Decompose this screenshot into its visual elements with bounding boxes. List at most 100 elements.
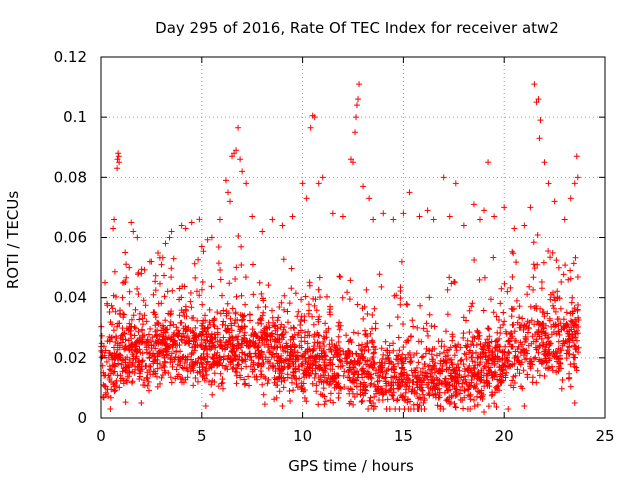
scatter-cloud (98, 216, 582, 412)
data-point (574, 174, 581, 181)
x-tick-label: 0 (96, 427, 106, 445)
data-point (115, 153, 122, 160)
data-point (354, 102, 361, 109)
y-tick-label: 0.02 (54, 349, 87, 367)
data-point (233, 147, 240, 154)
data-point (571, 399, 578, 406)
data-point (289, 213, 296, 220)
data-point (390, 216, 397, 223)
data-point (446, 213, 453, 220)
data-point (536, 135, 543, 142)
y-tick-label: 0.1 (63, 108, 87, 126)
data-point (567, 195, 574, 202)
data-point (182, 225, 189, 232)
data-point (545, 180, 552, 187)
data-point (531, 81, 538, 88)
data-point (311, 114, 318, 121)
data-point (350, 159, 356, 166)
data-point (329, 210, 336, 217)
data-point (188, 219, 195, 226)
data-point (303, 195, 310, 202)
data-point (370, 399, 377, 406)
data-point (505, 405, 512, 412)
x-tick-label: 10 (293, 427, 312, 445)
data-point (102, 279, 109, 286)
data-point (279, 222, 286, 229)
data-point (347, 156, 354, 163)
data-point (114, 156, 121, 163)
data-point (416, 213, 423, 220)
x-tick-label: 5 (197, 427, 207, 445)
data-point (521, 402, 528, 409)
data-point (501, 204, 508, 211)
data-point (464, 405, 471, 412)
data-point (521, 222, 528, 229)
data-point (535, 96, 542, 103)
data-point (360, 183, 367, 190)
axis-ticks: 0 5 10 15 20 25 0 0.02 0.04 0.06 0.08 0.1 0.12 (54, 48, 615, 445)
data-point (178, 222, 185, 229)
data-point (114, 165, 121, 172)
data-point (541, 159, 548, 166)
data-point (370, 216, 377, 223)
data-point (138, 270, 145, 277)
data-point (108, 378, 115, 385)
data-point (477, 216, 484, 223)
data-point (138, 399, 145, 406)
y-tick-label: 0.12 (54, 48, 87, 66)
data-point (122, 249, 129, 256)
data-point (134, 234, 141, 241)
data-point (315, 180, 322, 187)
data-point (237, 156, 244, 163)
x-axis-label: GPS time / hours (288, 457, 414, 475)
x-tick-label: 25 (595, 427, 614, 445)
data-point (470, 201, 477, 208)
data-point (356, 81, 363, 88)
data-point (355, 96, 362, 103)
data-point (225, 189, 232, 196)
data-point (485, 159, 492, 166)
data-point (235, 124, 242, 131)
data-point (430, 216, 437, 223)
data-point (116, 159, 123, 166)
data-point (533, 99, 540, 106)
data-point (420, 399, 427, 406)
data-point (148, 258, 155, 265)
data-point (299, 180, 306, 187)
data-point (307, 124, 314, 131)
data-point (208, 234, 215, 241)
y-tick-label: 0 (77, 409, 87, 427)
data-point (481, 408, 488, 415)
data-point (571, 180, 578, 187)
data-point (551, 198, 558, 205)
data-point (269, 216, 276, 223)
data-point (126, 264, 133, 271)
data-point (400, 210, 407, 217)
data-point (104, 300, 111, 307)
data-point (110, 225, 117, 232)
y-tick-label: 0.08 (54, 168, 87, 186)
y-tick-label: 0.04 (54, 289, 87, 307)
data-point (352, 129, 359, 136)
data-point (380, 210, 387, 217)
data-point (227, 198, 234, 205)
data-point (243, 180, 250, 187)
data-point (527, 204, 534, 211)
data-point (166, 234, 173, 241)
data-point (481, 207, 488, 214)
data-point (339, 213, 346, 220)
data-point (353, 114, 360, 121)
data-point (491, 213, 498, 220)
data-point (561, 216, 568, 223)
chart-title: Day 295 of 2016, Rate Of TEC Index for r… (155, 19, 559, 37)
data-point (239, 168, 246, 175)
data-point (128, 219, 135, 226)
data-point (249, 213, 256, 220)
data-point (537, 117, 544, 124)
data-point (231, 150, 238, 157)
data-point (440, 174, 447, 181)
data-point (259, 228, 266, 235)
data-point (279, 402, 286, 409)
data-point (216, 216, 223, 223)
